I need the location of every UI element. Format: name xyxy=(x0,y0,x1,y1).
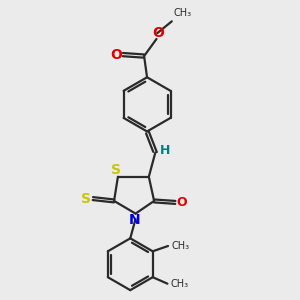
Text: CH₃: CH₃ xyxy=(171,279,189,289)
Text: O: O xyxy=(152,26,164,40)
Text: O: O xyxy=(176,196,187,209)
Text: S: S xyxy=(111,163,122,177)
Text: CH₃: CH₃ xyxy=(173,8,191,18)
Text: O: O xyxy=(110,48,122,62)
Text: CH₃: CH₃ xyxy=(172,241,190,251)
Text: H: H xyxy=(160,144,170,157)
Text: N: N xyxy=(128,213,140,227)
Text: S: S xyxy=(81,192,92,206)
